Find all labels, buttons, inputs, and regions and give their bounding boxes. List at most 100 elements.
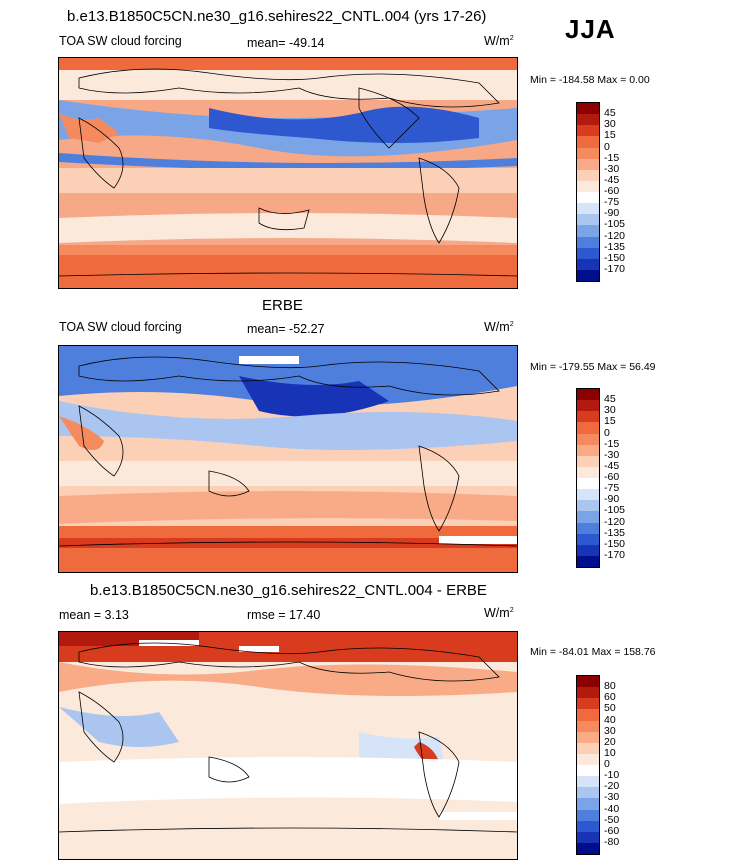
panel-3-units: W/m2: [484, 606, 514, 620]
colorbar-swatch: [577, 555, 599, 567]
colorbar-swatch: [577, 169, 599, 181]
colorbar-swatch: [577, 147, 599, 159]
colorbar-swatch: [577, 455, 599, 467]
colorbar-tick-label: -170: [604, 548, 626, 561]
colorbar-swatch: [577, 214, 599, 226]
colorbar-tick-label: -150: [604, 537, 626, 550]
colorbar-swatch: [577, 236, 599, 248]
colorbar-tick-label: 45: [604, 107, 616, 120]
colorbar-tick-label: -150: [604, 251, 626, 264]
panel-2-units: W/m2: [484, 320, 514, 334]
colorbar-swatch: [577, 203, 599, 215]
panel-1-map: [58, 57, 518, 289]
colorbar-tick-label: -60: [604, 824, 620, 837]
colorbar-swatch: [577, 389, 599, 401]
colorbar-swatch: [577, 258, 599, 270]
panel-1-field-label: TOA SW cloud forcing: [59, 34, 182, 48]
colorbar-swatch: [577, 114, 599, 126]
panel-3-minmax: Min = -84.01 Max = 158.76: [530, 646, 656, 658]
colorbar-tick-label: 15: [604, 129, 616, 142]
colorbar-tick-label: 50: [604, 702, 616, 715]
colorbar-tick-label: -135: [604, 240, 626, 253]
colorbar-tick-label: -120: [604, 515, 626, 528]
colorbar-tick-label: 45: [604, 393, 616, 406]
colorbar-swatch: [577, 422, 599, 434]
colorbar-tick-label: 30: [604, 404, 616, 417]
colorbar-swatch: [577, 798, 599, 810]
colorbar-swatch: [577, 125, 599, 137]
colorbar-swatch: [577, 731, 599, 743]
colorbar-tick-label: -20: [604, 780, 620, 793]
panel-2-field-label: TOA SW cloud forcing: [59, 320, 182, 334]
colorbar-tick-label: -30: [604, 448, 620, 461]
panel-1-minmax: Min = -184.58 Max = 0.00: [530, 74, 650, 86]
colorbar-swatch: [577, 533, 599, 545]
colorbar-tick-label: -105: [604, 504, 626, 517]
colorbar-swatch: [577, 522, 599, 534]
colorbar-swatch: [577, 776, 599, 788]
panel-3-title: b.e13.B1850C5CN.ne30_g16.sehires22_CNTL.…: [90, 582, 487, 599]
panel-2-colorbar: [576, 388, 600, 568]
colorbar-tick-label: 40: [604, 713, 616, 726]
colorbar-tick-label: -75: [604, 196, 620, 209]
colorbar-tick-label: -120: [604, 229, 626, 242]
colorbar-tick-label: -60: [604, 185, 620, 197]
panel-1-mean: mean= -49.14: [247, 36, 325, 50]
panel-1-colorbar: [576, 102, 600, 282]
colorbar-tick-label: -40: [604, 802, 620, 815]
panel-3-rmse: rmse = 17.40: [247, 608, 321, 622]
colorbar-swatch: [577, 511, 599, 523]
colorbar-swatch: [577, 742, 599, 754]
panel-3-colorbar: [576, 675, 600, 855]
colorbar-tick-label: 15: [604, 415, 616, 428]
colorbar-swatch: [577, 698, 599, 710]
colorbar-swatch: [577, 444, 599, 456]
panel-2-minmax: Min = -179.55 Max = 56.49: [530, 361, 656, 373]
colorbar-tick-label: 60: [604, 691, 616, 704]
colorbar-tick-label: 30: [604, 724, 616, 737]
colorbar-tick-label: 20: [604, 735, 616, 748]
panel-1-title: b.e13.B1850C5CN.ne30_g16.sehires22_CNTL.…: [67, 8, 487, 25]
panel-2-map: [58, 345, 518, 573]
colorbar-swatch: [577, 831, 599, 843]
colorbar-swatch: [577, 676, 599, 688]
colorbar-swatch: [577, 709, 599, 721]
colorbar-swatch: [577, 433, 599, 445]
panel-3-map: [58, 631, 518, 860]
colorbar-tick-label: -135: [604, 526, 626, 539]
colorbar-tick-label: -80: [604, 835, 620, 848]
colorbar-tick-label: 0: [604, 426, 610, 439]
colorbar-tick-label: -105: [604, 218, 626, 231]
colorbar-swatch: [577, 500, 599, 512]
colorbar-tick-label: 0: [604, 758, 610, 770]
panel-1-units: W/m2: [484, 34, 514, 48]
panel-3-mean: mean = 3.13: [59, 608, 129, 622]
colorbar-swatch: [577, 225, 599, 237]
colorbar-tick-label: -60: [604, 471, 620, 483]
colorbar-swatch: [577, 820, 599, 832]
colorbar-swatch: [577, 489, 599, 501]
colorbar-tick-label: -45: [604, 173, 620, 186]
colorbar-tick-label: -30: [604, 791, 620, 804]
colorbar-swatch: [577, 269, 599, 281]
colorbar-tick-label: 30: [604, 118, 616, 131]
colorbar-tick-label: -90: [604, 493, 620, 506]
colorbar-tick-label: -45: [604, 459, 620, 472]
colorbar-swatch: [577, 103, 599, 115]
colorbar-tick-label: 80: [604, 680, 616, 693]
colorbar-tick-label: 0: [604, 140, 610, 153]
colorbar-swatch: [577, 411, 599, 423]
colorbar-swatch: [577, 765, 599, 777]
colorbar-swatch: [577, 180, 599, 192]
colorbar-swatch: [577, 753, 599, 765]
colorbar-tick-label: -10: [604, 769, 620, 782]
colorbar-swatch: [577, 687, 599, 699]
colorbar-swatch: [577, 158, 599, 170]
colorbar-swatch: [577, 400, 599, 412]
colorbar-swatch: [577, 842, 599, 854]
colorbar-swatch: [577, 466, 599, 478]
colorbar-swatch: [577, 720, 599, 732]
colorbar-tick-label: -90: [604, 207, 620, 220]
colorbar-tick-label: -50: [604, 813, 620, 826]
colorbar-tick-label: -15: [604, 437, 620, 450]
